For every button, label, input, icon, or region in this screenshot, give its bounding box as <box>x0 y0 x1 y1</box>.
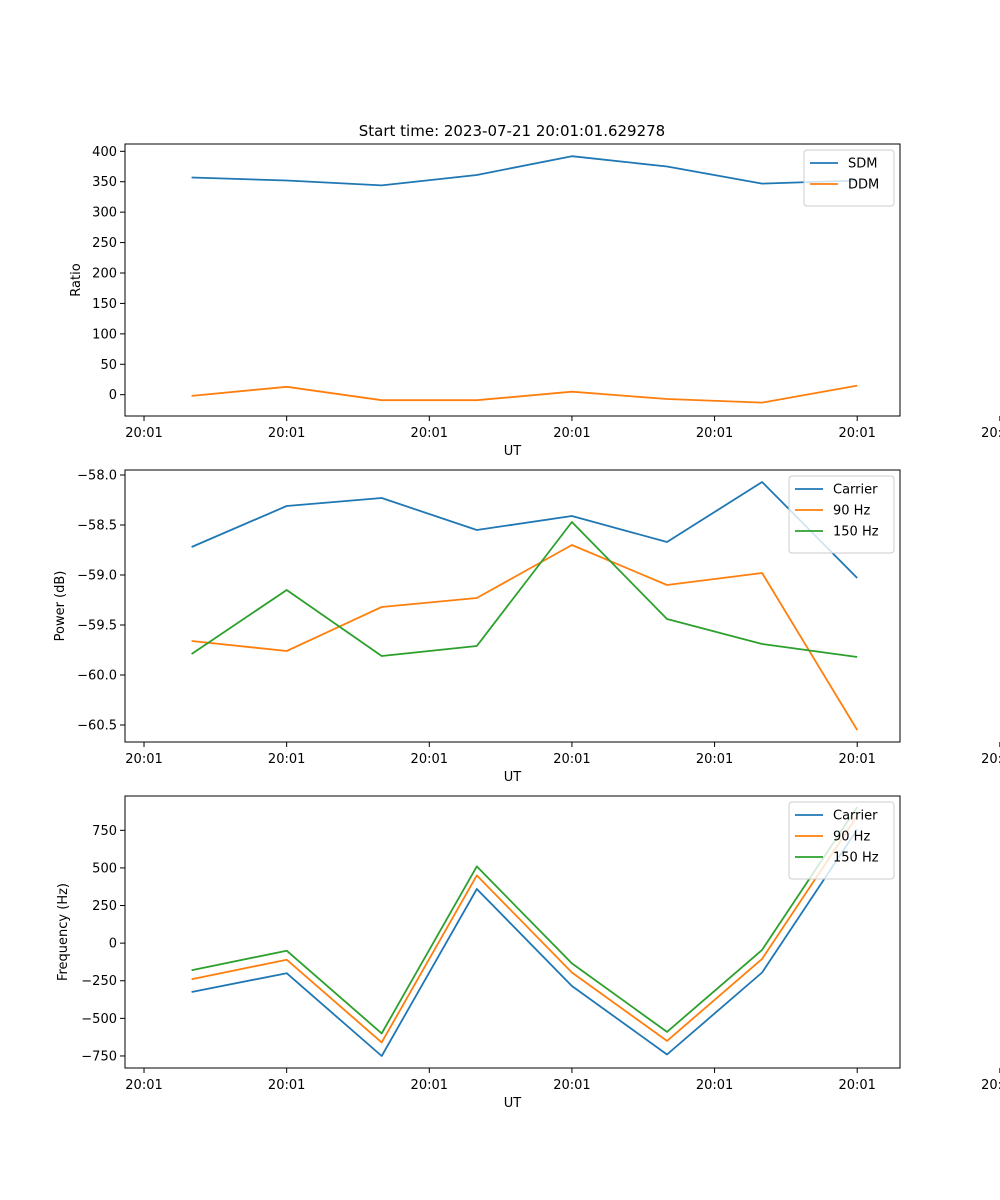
panels: 20:01 20:01 20:01 20:01 20:01 20:01 20:02 0 50 10… <box>53 143 1000 1111</box>
y-tick-label: −250 <box>81 974 117 989</box>
y-tick-label: 250 <box>92 236 117 251</box>
axes-frame <box>124 143 901 417</box>
x-tick-label: 20:01 <box>838 426 875 441</box>
x-tick-label: 20:01 <box>696 1078 733 1093</box>
legend-label: Carrier <box>833 483 878 498</box>
x-tick-label: 20:01 <box>125 1078 162 1093</box>
y-tick-label: −60.5 <box>77 719 117 734</box>
axes-frame <box>124 469 901 743</box>
legend: SDM DDM <box>803 149 895 207</box>
y-tick-label: 400 <box>92 145 117 160</box>
legend-label: Carrier <box>833 809 878 824</box>
y-tick-label: 250 <box>92 899 117 914</box>
y-axis-label: Power (dB) <box>53 571 68 642</box>
series-line-ddm <box>191 384 858 404</box>
y-tick-label: 750 <box>92 824 117 839</box>
y-tick-label: 150 <box>92 297 117 312</box>
x-tick-label: 20:01 <box>268 752 305 767</box>
y-tick-label: 300 <box>92 206 117 221</box>
y-tick-label: 100 <box>92 327 117 342</box>
legend-box <box>803 149 895 207</box>
legend-box <box>788 475 895 554</box>
x-tick-label: 20:02 <box>981 426 1000 441</box>
legend-label: 90 Hz <box>833 504 870 519</box>
x-tick-label: 20:01 <box>838 1078 875 1093</box>
series-line-carrier <box>191 481 858 579</box>
panel-1: 20:01 20:01 20:01 20:01 20:01 20:01 20:02 0 50 10… <box>69 143 1000 459</box>
y-tick-label: −750 <box>81 1049 117 1064</box>
series-line-90-hz <box>191 815 858 1044</box>
series-line-150-hz <box>191 806 858 1035</box>
x-tick-label: 20:01 <box>838 752 875 767</box>
x-tick-label: 20:01 <box>411 426 448 441</box>
legend-label: 150 Hz <box>833 525 879 540</box>
x-axis-label: UT <box>504 444 522 459</box>
y-tick-label: 200 <box>92 267 117 282</box>
y-axis-label: Frequency (Hz) <box>56 883 71 981</box>
y-tick-label: 500 <box>92 861 117 876</box>
y-tick-label: 350 <box>92 175 117 190</box>
series-line-carrier <box>191 829 858 1057</box>
chart-title: Start time: 2023-07-21 20:01:01.629278 <box>359 122 665 140</box>
y-tick-label: −58.0 <box>77 469 117 484</box>
legend-label: DDM <box>848 178 879 193</box>
x-tick-label: 20:01 <box>696 426 733 441</box>
legend: Carrier 90 Hz 150 Hz <box>788 475 895 554</box>
x-tick-label: 20:01 <box>268 426 305 441</box>
y-tick-label: 0 <box>109 937 117 952</box>
x-axis-label: UT <box>504 770 522 785</box>
x-tick-label: 20:01 <box>696 752 733 767</box>
x-tick-label: 20:01 <box>125 752 162 767</box>
x-tick-label: 20:01 <box>553 426 590 441</box>
legend-label: SDM <box>848 157 877 172</box>
y-tick-label: −58.5 <box>77 519 117 534</box>
legend-label: 90 Hz <box>833 830 870 845</box>
panel-3: 20:01 20:01 20:01 20:01 20:01 20:01 20:02 −750 −… <box>56 795 1000 1111</box>
legend: Carrier 90 Hz 150 Hz <box>788 801 895 880</box>
y-axis-label: Ratio <box>69 263 84 296</box>
series-line-sdm <box>191 155 858 187</box>
x-tick-label: 20:01 <box>553 752 590 767</box>
y-tick-label: −500 <box>81 1012 117 1027</box>
x-tick-label: 20:01 <box>553 1078 590 1093</box>
series-line-90-hz <box>191 544 858 731</box>
panel-2: 20:01 20:01 20:01 20:01 20:01 20:01 20:02 −58.0… <box>53 469 1000 785</box>
legend-label: 150 Hz <box>833 851 879 866</box>
y-tick-label: −59.0 <box>77 569 117 584</box>
x-tick-label: 20:01 <box>125 426 162 441</box>
x-tick-label: 20:01 <box>268 1078 305 1093</box>
x-tick-label: 20:01 <box>411 1078 448 1093</box>
y-tick-label: 50 <box>100 358 117 373</box>
legend-box <box>788 801 895 880</box>
x-axis-label: UT <box>504 1096 522 1111</box>
axes-frame <box>124 795 901 1069</box>
x-tick-label: 20:02 <box>981 1078 1000 1093</box>
series-line-150-hz <box>191 521 858 658</box>
x-tick-label: 20:02 <box>981 752 1000 767</box>
x-tick-label: 20:01 <box>411 752 448 767</box>
y-tick-label: −59.5 <box>77 619 117 634</box>
y-tick-label: 0 <box>109 388 117 403</box>
y-tick-label: −60.0 <box>77 669 117 684</box>
